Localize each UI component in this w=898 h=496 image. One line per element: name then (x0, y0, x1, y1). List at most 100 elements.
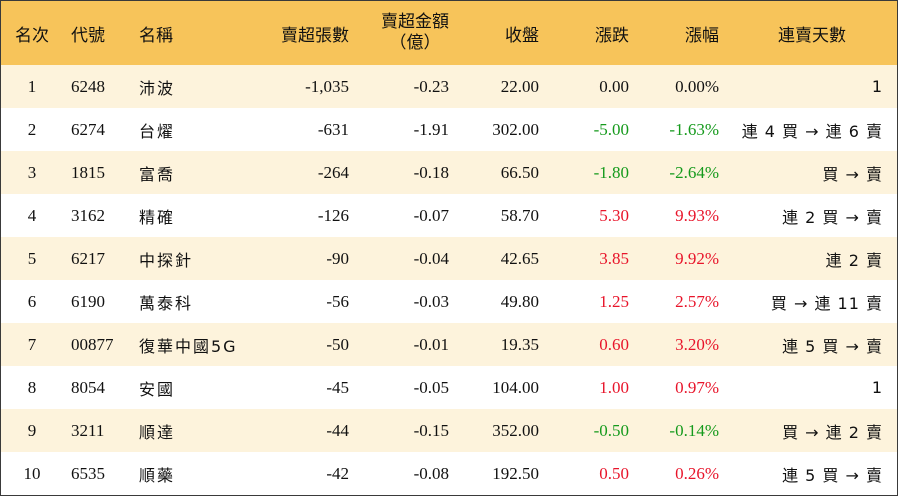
cell-net-sell-amount: -0.03 (413, 291, 449, 311)
cell-code: 3211 (71, 420, 105, 440)
table-row: 10 6535 順藥 -42 -0.08 192.50 0.50 0.26% 連… (1, 452, 897, 495)
cell-code: 6248 (71, 76, 105, 96)
table-row: 3 1815 富喬 -264 -0.18 66.50 -1.80 -2.64% … (1, 151, 897, 194)
cell-rank: 1 (27, 76, 37, 96)
cell-close: 19.35 (500, 334, 539, 354)
cell-code: 6274 (71, 119, 105, 139)
table-row: 9 3211 順達 -44 -0.15 352.00 -0.50 -0.14% … (1, 409, 897, 452)
cell-rank: 2 (27, 119, 37, 139)
header-net-sell-amount: 賣超金額 （億） (357, 1, 457, 65)
cell-net-sell-amount: -0.07 (413, 205, 449, 225)
cell-change-pct: 0.00% (675, 76, 719, 96)
cell-close: 66.50 (500, 162, 539, 182)
table-row: 8 8054 安國 -45 -0.05 104.00 1.00 0.97% 1 (1, 366, 897, 409)
cell-change-pct: 9.92% (675, 248, 719, 268)
header-name: 名稱 (139, 25, 173, 46)
cell-net-sell-lots: -45 (326, 377, 349, 397)
table-row: 2 6274 台燿 -631 -1.91 302.00 -5.00 -1.63%… (1, 108, 897, 151)
cell-name: 台燿 (139, 121, 176, 141)
header-change-pct: 漲幅 (685, 25, 719, 46)
cell-close: 192.50 (492, 463, 539, 483)
cell-close: 22.00 (500, 76, 539, 96)
cell-change: 0.50 (599, 463, 629, 483)
cell-net-sell-lots: -264 (317, 162, 349, 182)
cell-consecutive-days: 買 → 連 11 賣 (770, 293, 883, 313)
cell-name: 順達 (139, 422, 176, 442)
cell-net-sell-amount: -0.04 (413, 248, 449, 268)
cell-name: 順藥 (139, 465, 176, 485)
table-row: 6 6190 萬泰科 -56 -0.03 49.80 1.25 2.57% 買 … (1, 280, 897, 323)
cell-change: -1.80 (593, 162, 629, 182)
table-row: 4 3162 精確 -126 -0.07 58.70 5.30 9.93% 連 … (1, 194, 897, 237)
cell-rank: 6 (27, 291, 37, 311)
cell-name: 萬泰科 (139, 293, 194, 313)
cell-consecutive-days: 1 (871, 77, 883, 96)
cell-net-sell-amount: -1.91 (413, 119, 449, 139)
cell-close: 42.65 (500, 248, 539, 268)
cell-consecutive-days: 買 → 賣 (822, 164, 883, 184)
cell-change: -0.50 (593, 420, 629, 440)
cell-net-sell-amount: -0.01 (413, 334, 449, 354)
cell-code: 6190 (71, 291, 105, 311)
cell-consecutive-days: 連 5 買 → 賣 (782, 465, 883, 485)
cell-net-sell-amount: -0.08 (413, 463, 449, 483)
cell-change-pct: -0.14% (669, 420, 719, 440)
cell-net-sell-lots: -126 (317, 205, 349, 225)
cell-name: 復華中國5G (139, 336, 238, 356)
cell-change-pct: -1.63% (669, 119, 719, 139)
cell-rank: 8 (27, 377, 37, 397)
header-net-sell-amount-line2: （億） (389, 33, 441, 53)
cell-change: 3.85 (599, 248, 629, 268)
cell-net-sell-lots: -44 (326, 420, 349, 440)
table-row: 1 6248 沛波 -1,035 -0.23 22.00 0.00 0.00% … (1, 65, 897, 108)
cell-code: 3162 (71, 205, 105, 225)
cell-rank: 7 (27, 334, 37, 354)
cell-change-pct: 0.97% (675, 377, 719, 397)
cell-close: 58.70 (500, 205, 539, 225)
cell-net-sell-lots: -42 (326, 463, 349, 483)
cell-change: 0.60 (599, 334, 629, 354)
cell-net-sell-lots: -56 (326, 291, 349, 311)
cell-rank: 5 (27, 248, 37, 268)
cell-change: 1.00 (599, 377, 629, 397)
cell-change-pct: 0.26% (675, 463, 719, 483)
cell-code: 1815 (71, 162, 105, 182)
cell-close: 49.80 (500, 291, 539, 311)
cell-change: 0.00 (599, 76, 629, 96)
cell-change-pct: -2.64% (669, 162, 719, 182)
cell-rank: 9 (27, 420, 37, 440)
table-header-row: 名次 代號 名稱 賣超張數 賣超金額 （億） 收盤 漲跌 漲幅 連賣天數 (1, 1, 897, 65)
table-row: 7 00877 復華中國5G -50 -0.01 19.35 0.60 3.20… (1, 323, 897, 366)
cell-close: 352.00 (492, 420, 539, 440)
cell-code: 6217 (71, 248, 105, 268)
cell-rank: 3 (27, 162, 37, 182)
cell-change: -5.00 (593, 119, 629, 139)
cell-change-pct: 9.93% (675, 205, 719, 225)
cell-code: 6535 (71, 463, 105, 483)
cell-name: 沛波 (139, 78, 176, 98)
cell-net-sell-lots: -90 (326, 248, 349, 268)
cell-close: 104.00 (492, 377, 539, 397)
header-close: 收盤 (505, 25, 539, 46)
cell-change-pct: 2.57% (675, 291, 719, 311)
header-rank: 名次 (15, 25, 49, 46)
cell-change: 1.25 (599, 291, 629, 311)
cell-net-sell-lots: -50 (326, 334, 349, 354)
cell-rank: 10 (23, 463, 41, 483)
cell-code: 8054 (71, 377, 105, 397)
table-row: 5 6217 中探針 -90 -0.04 42.65 3.85 9.92% 連 … (1, 237, 897, 280)
header-code: 代號 (71, 25, 105, 46)
cell-close: 302.00 (492, 119, 539, 139)
header-change: 漲跌 (595, 25, 629, 46)
cell-consecutive-days: 連 4 買 → 連 6 賣 (741, 121, 883, 141)
cell-net-sell-amount: -0.15 (413, 420, 449, 440)
cell-consecutive-days: 連 2 買 → 賣 (782, 207, 883, 227)
cell-net-sell-amount: -0.23 (413, 76, 449, 96)
cell-net-sell-amount: -0.18 (413, 162, 449, 182)
cell-change-pct: 3.20% (675, 334, 719, 354)
cell-change: 5.30 (599, 205, 629, 225)
cell-consecutive-days: 連 2 賣 (825, 250, 883, 270)
header-net-sell-lots: 賣超張數 (281, 25, 349, 46)
cell-code: 00877 (71, 334, 114, 354)
